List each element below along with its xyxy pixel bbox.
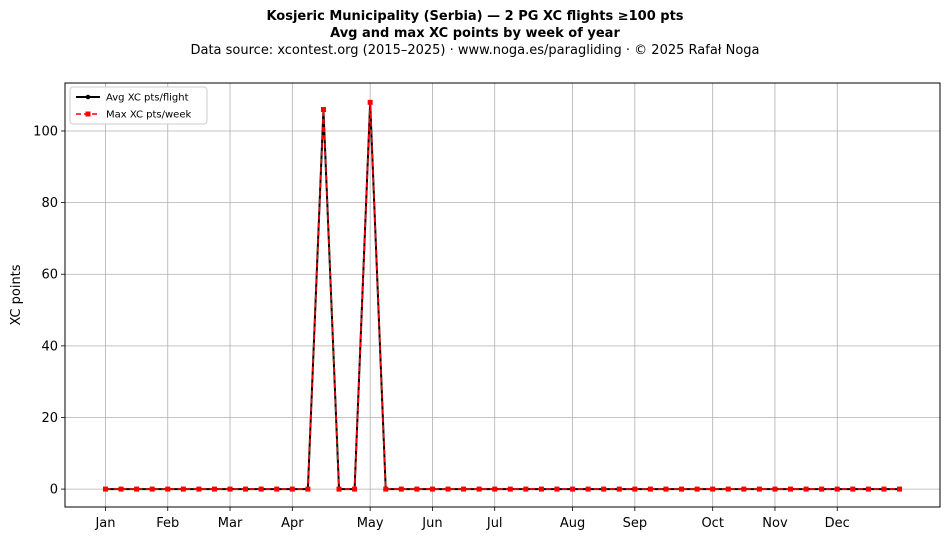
legend-marker <box>85 94 91 100</box>
data-point-max <box>367 99 373 105</box>
data-point-max <box>538 486 544 492</box>
data-point-max <box>554 486 560 492</box>
data-point-max <box>710 486 716 492</box>
data-point-max <box>476 486 482 492</box>
data-point-max <box>756 486 762 492</box>
data-point-max <box>601 486 607 492</box>
data-point-max <box>180 486 186 492</box>
series-line-max <box>105 101 900 490</box>
x-tick-label: Jan <box>94 516 115 531</box>
data-point-max <box>461 486 467 492</box>
data-point-max <box>414 486 420 492</box>
legend-box <box>69 86 208 125</box>
x-tick-label: Sep <box>623 516 648 531</box>
data-point-max <box>492 486 498 492</box>
y-tick-label: 0 <box>50 483 58 498</box>
data-point-max <box>507 486 513 492</box>
data-point-max <box>585 486 591 492</box>
data-point-max <box>429 486 435 492</box>
grid-lines <box>65 83 940 507</box>
x-tick-label: Nov <box>762 516 788 531</box>
data-point-max <box>679 486 685 492</box>
data-point-max <box>165 486 171 492</box>
x-tick-label: May <box>357 516 384 531</box>
data-point-max <box>725 486 731 492</box>
chart-title: Kosjeric Municipality (Serbia) — 2 PG XC… <box>266 9 684 24</box>
data-point-max <box>118 486 124 492</box>
legend-label: Max XC pts/week <box>106 110 191 121</box>
data-point-max <box>352 486 358 492</box>
data-point-max <box>772 486 778 492</box>
data-point-max <box>320 107 326 112</box>
x-tick-label: Apr <box>281 516 304 531</box>
y-axis-label: XC points <box>9 264 24 325</box>
data-point-max <box>227 486 233 492</box>
data-point-max <box>149 486 155 492</box>
legend-label: Avg XC pts/flight <box>106 93 189 104</box>
data-point-max <box>897 486 903 492</box>
data-point-max <box>570 486 576 492</box>
data-point-max <box>616 486 622 492</box>
data-point-max <box>211 486 217 492</box>
y-tick-label: 100 <box>33 124 58 139</box>
data-point-max <box>134 486 140 492</box>
y-tick-label: 80 <box>41 196 58 211</box>
axis-ticks: 0 20 40 60 80 100 Jan Feb Mar Apr May Jun Jul Aug Sep O… <box>33 124 850 531</box>
x-tick-label: Jun <box>421 516 442 531</box>
series-layer <box>102 99 903 492</box>
x-tick-label: Aug <box>560 516 585 531</box>
data-point-max <box>850 486 856 492</box>
data-point-max <box>258 486 264 492</box>
y-tick-label: 60 <box>41 268 58 283</box>
x-tick-label: Jul <box>486 516 503 531</box>
data-point-max <box>881 486 887 492</box>
data-point-max <box>243 486 249 492</box>
data-point-max <box>632 486 638 492</box>
data-point-max <box>819 486 825 492</box>
data-point-max <box>834 486 840 492</box>
legend-marker <box>85 111 91 117</box>
x-tick-label: Feb <box>156 516 179 531</box>
data-point-max <box>289 486 295 492</box>
chart-source-line: Data source: xcontest.org (2015–2025) · … <box>190 43 760 58</box>
data-point-max <box>741 486 747 492</box>
data-point-max <box>788 486 794 492</box>
data-point-max <box>445 486 451 492</box>
y-tick-label: 40 <box>41 339 58 354</box>
legend: Avg XC pts/flight Max XC pts/week <box>69 86 208 125</box>
series-line-avg <box>105 101 900 491</box>
data-point-max <box>336 486 342 492</box>
x-tick-label: Oct <box>701 516 723 531</box>
data-point-max <box>803 486 809 492</box>
y-tick-label: 20 <box>41 411 58 426</box>
data-point-max <box>398 486 404 492</box>
title-block: Kosjeric Municipality (Serbia) — 2 PG XC… <box>0 8 950 59</box>
data-point-max <box>274 486 280 492</box>
data-point-max <box>383 486 389 492</box>
data-point-max <box>305 486 311 492</box>
x-tick-label: Mar <box>218 516 243 531</box>
x-tick-label: Dec <box>825 516 850 531</box>
data-point-max <box>663 486 669 492</box>
data-point-max <box>647 486 653 492</box>
data-point-max <box>865 486 871 492</box>
data-point-max <box>523 486 529 492</box>
data-point-max <box>694 486 700 492</box>
data-point-max <box>102 486 108 492</box>
chart-subtitle: Avg and max XC points by week of year <box>330 26 620 41</box>
plot-frame <box>64 82 941 508</box>
data-point-max <box>196 486 202 492</box>
